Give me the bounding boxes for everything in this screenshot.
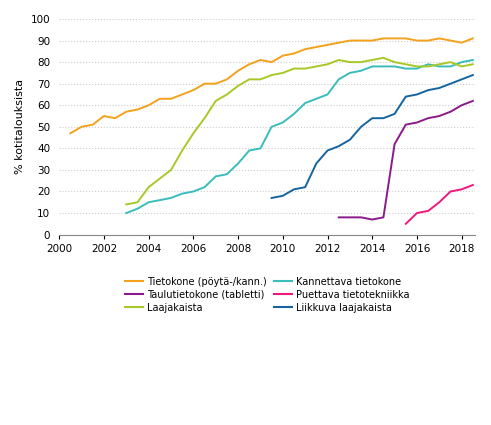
- Y-axis label: % kotitalouksista: % kotitalouksista: [15, 79, 25, 174]
- Legend: Tietokone (pöytä-/kann.), Taulutietokone (tabletti), Laajakaista, Kannettava tie: Tietokone (pöytä-/kann.), Taulutietokone…: [122, 274, 412, 316]
